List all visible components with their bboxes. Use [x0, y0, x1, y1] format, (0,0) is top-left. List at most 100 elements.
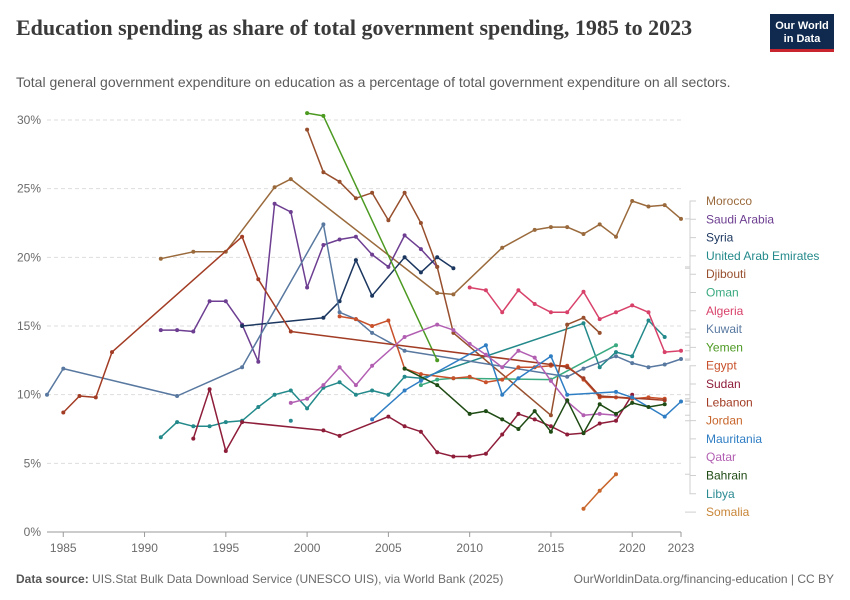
series-libya[interactable] — [288, 418, 293, 423]
data-point-kuwait[interactable] — [240, 365, 245, 370]
series-kuwait[interactable] — [45, 222, 683, 398]
data-point-bahrain[interactable] — [467, 411, 472, 416]
data-point-qatar[interactable] — [337, 365, 342, 370]
data-point-qatar[interactable] — [451, 328, 456, 333]
series-line-kuwait[interactable] — [46, 223, 682, 397]
data-point-lebanon[interactable] — [256, 277, 261, 282]
series-line-sudan[interactable] — [192, 388, 633, 458]
data-point-djibouti[interactable] — [370, 190, 375, 195]
data-point-united-arab-emirates[interactable] — [305, 406, 310, 411]
series-line-algeria[interactable] — [469, 286, 682, 353]
legend-label-morocco[interactable]: Morocco — [706, 194, 752, 208]
data-point-lebanon[interactable] — [240, 234, 245, 239]
data-point-saudi-arabia[interactable] — [175, 328, 180, 333]
data-point-morocco[interactable] — [435, 291, 440, 295]
data-point-qatar[interactable] — [353, 383, 358, 388]
data-point-syria[interactable] — [418, 270, 423, 275]
data-point-algeria[interactable] — [597, 317, 602, 322]
data-point-sudan[interactable] — [532, 417, 537, 422]
data-point-kuwait[interactable] — [337, 310, 342, 315]
data-point-sudan[interactable] — [516, 411, 521, 416]
data-point-qatar[interactable] — [321, 383, 326, 388]
data-point-kuwait[interactable] — [45, 392, 49, 397]
legend-label-bahrain[interactable]: Bahrain — [706, 469, 747, 483]
data-point-bahrain[interactable] — [581, 431, 586, 436]
data-point-qatar[interactable] — [548, 378, 553, 383]
legend-label-syria[interactable]: Syria — [706, 231, 734, 245]
data-point-saudi-arabia[interactable] — [223, 299, 228, 304]
data-point-algeria[interactable] — [614, 310, 618, 315]
legend-label-lebanon[interactable]: Lebanon — [706, 395, 753, 409]
series-line-morocco[interactable] — [160, 178, 682, 296]
data-point-sudan[interactable] — [207, 387, 212, 392]
data-point-djibouti[interactable] — [305, 127, 310, 132]
data-point-sudan[interactable] — [597, 421, 602, 426]
data-point-sudan[interactable] — [321, 428, 326, 433]
data-point-qatar[interactable] — [402, 335, 407, 339]
data-point-morocco[interactable] — [532, 227, 537, 232]
data-point-kuwait[interactable] — [175, 394, 180, 398]
data-point-mauritania[interactable] — [516, 376, 521, 381]
owid-logo[interactable]: Our World in Data — [770, 14, 834, 52]
data-point-lebanon[interactable] — [548, 362, 553, 367]
legend-label-sudan[interactable]: Sudan — [706, 377, 741, 391]
data-point-united-arab-emirates[interactable] — [353, 392, 358, 397]
data-point-sudan[interactable] — [565, 432, 570, 437]
data-point-sudan[interactable] — [386, 414, 391, 419]
data-point-united-arab-emirates[interactable] — [158, 435, 163, 440]
data-point-djibouti[interactable] — [386, 218, 391, 223]
data-point-mauritania[interactable] — [548, 354, 553, 359]
data-point-djibouti[interactable] — [418, 221, 423, 225]
data-point-saudi-arabia[interactable] — [353, 234, 358, 239]
data-point-algeria[interactable] — [467, 285, 472, 290]
data-point-qatar[interactable] — [370, 363, 375, 368]
series-line-saudi-arabia[interactable] — [160, 203, 438, 363]
data-point-syria[interactable] — [435, 255, 440, 260]
data-point-mauritania[interactable] — [500, 392, 505, 397]
data-point-lebanon[interactable] — [77, 394, 82, 398]
data-point-kuwait[interactable] — [614, 354, 618, 359]
data-point-morocco[interactable] — [646, 204, 651, 209]
data-point-united-arab-emirates[interactable] — [662, 335, 667, 339]
data-point-sudan[interactable] — [614, 418, 618, 423]
data-point-kuwait[interactable] — [565, 374, 570, 379]
data-point-united-arab-emirates[interactable] — [207, 424, 212, 429]
data-point-djibouti[interactable] — [435, 264, 440, 269]
legend-label-yemen[interactable]: Yemen — [706, 340, 743, 354]
data-point-mauritania[interactable] — [662, 414, 667, 419]
series-morocco[interactable] — [158, 177, 683, 297]
data-point-oman[interactable] — [418, 383, 423, 388]
data-point-qatar[interactable] — [597, 411, 602, 416]
data-point-djibouti[interactable] — [353, 196, 358, 201]
data-point-yemen[interactable] — [321, 113, 326, 118]
data-point-united-arab-emirates[interactable] — [646, 318, 651, 323]
data-point-united-arab-emirates[interactable] — [256, 405, 261, 409]
data-point-bahrain[interactable] — [646, 405, 651, 409]
data-point-united-arab-emirates[interactable] — [597, 365, 602, 370]
legend-label-jordan[interactable]: Jordan — [706, 414, 743, 428]
data-point-lebanon[interactable] — [61, 410, 66, 415]
data-point-qatar[interactable] — [532, 355, 537, 360]
legend-label-mauritania[interactable]: Mauritania — [706, 432, 762, 446]
data-point-saudi-arabia[interactable] — [158, 328, 163, 333]
data-point-kuwait[interactable] — [662, 362, 667, 367]
data-point-kuwait[interactable] — [402, 348, 407, 353]
data-point-qatar[interactable] — [581, 413, 586, 418]
data-point-sudan[interactable] — [467, 454, 472, 459]
data-point-bahrain[interactable] — [662, 402, 667, 407]
data-point-djibouti[interactable] — [597, 330, 602, 335]
data-point-saudi-arabia[interactable] — [288, 210, 293, 214]
data-point-morocco[interactable] — [272, 185, 277, 190]
data-point-egypt[interactable] — [386, 318, 391, 323]
data-point-sudan[interactable] — [435, 450, 440, 455]
data-point-kuwait[interactable] — [321, 222, 326, 227]
data-point-algeria[interactable] — [662, 350, 667, 355]
data-point-bahrain[interactable] — [483, 409, 488, 414]
data-point-syria[interactable] — [353, 258, 358, 263]
data-point-syria[interactable] — [240, 324, 245, 328]
data-point-sudan[interactable] — [500, 432, 505, 437]
data-point-libya[interactable] — [288, 418, 293, 423]
data-point-djibouti[interactable] — [581, 315, 586, 320]
data-point-syria[interactable] — [337, 299, 342, 304]
data-point-bahrain[interactable] — [402, 366, 407, 371]
